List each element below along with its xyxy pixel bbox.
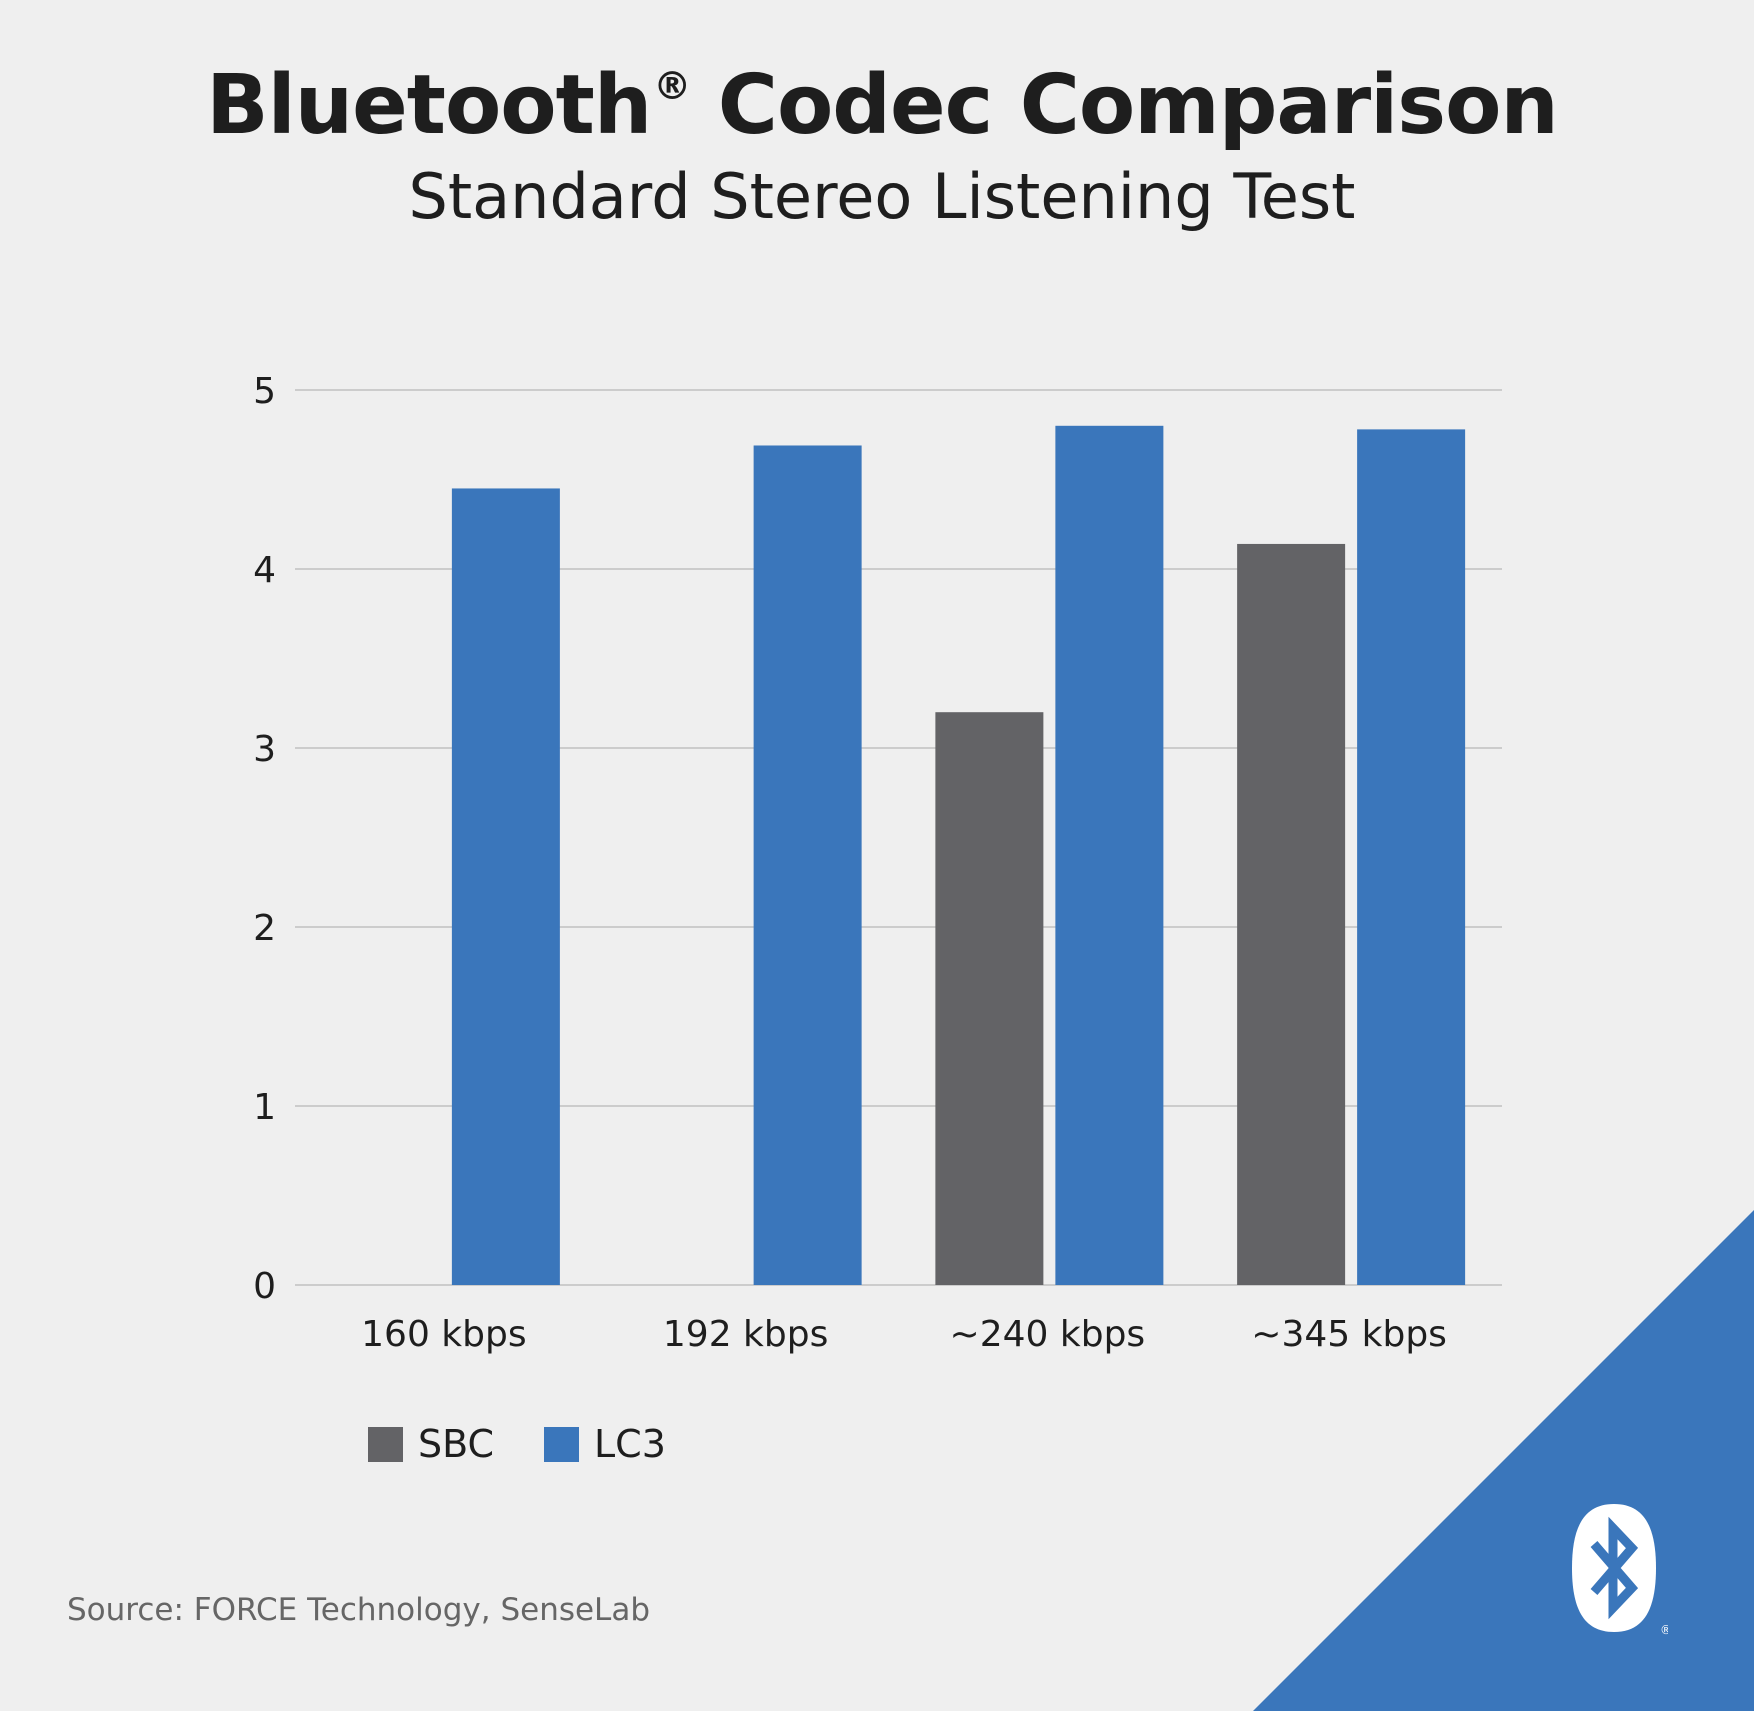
legend-swatch-lc3 [544, 1427, 579, 1462]
y-tick-label: 2 [253, 908, 276, 949]
bar-lc3 [753, 445, 862, 1285]
x-axis-ticks: 160 kbps 192 kbps ~240 kbps ~345 kbps [361, 1314, 1447, 1355]
x-tick-label: ~345 kbps [1251, 1314, 1447, 1355]
bar-lc3 [451, 488, 560, 1285]
x-tick-label: ~240 kbps [950, 1314, 1146, 1355]
y-tick-label: 3 [253, 729, 276, 770]
chart-title: Bluetooth® Codec Comparison [0, 58, 1754, 153]
bar-lc3 [1055, 425, 1164, 1285]
legend-swatch-sbc [368, 1427, 403, 1462]
bar-sbc [935, 712, 1044, 1285]
y-axis-ticks: 0 1 2 3 4 5 [253, 371, 276, 1307]
bluetooth-registered-mark: ® [1660, 1623, 1668, 1637]
legend-label-sbc: SBC [418, 1422, 494, 1466]
y-tick-label: 1 [253, 1087, 276, 1128]
y-tick-label: 4 [253, 550, 276, 591]
bars [451, 425, 1466, 1285]
registered-mark: ® [653, 64, 691, 108]
legend-label-lc3: LC3 [594, 1422, 666, 1466]
x-tick-label: 192 kbps [663, 1314, 828, 1355]
y-tick-label: 0 [253, 1266, 276, 1307]
source-note: Source: FORCE Technology, SenseLab [67, 1592, 651, 1628]
bluetooth-logo-icon: ® [1572, 1504, 1668, 1637]
y-tick-label: 5 [253, 371, 276, 412]
bar-lc3 [1357, 429, 1466, 1285]
chart-title-text: Bluetooth [206, 58, 652, 153]
chart-subtitle: Standard Stereo Listening Test [408, 160, 1356, 233]
bar-sbc [1237, 543, 1346, 1285]
bluetooth-rune [1590, 1516, 1639, 1620]
x-tick-label: 160 kbps [361, 1314, 526, 1355]
legend: SBC LC3 [368, 1422, 666, 1466]
chart-title-suffix: Codec Comparison [690, 58, 1559, 153]
